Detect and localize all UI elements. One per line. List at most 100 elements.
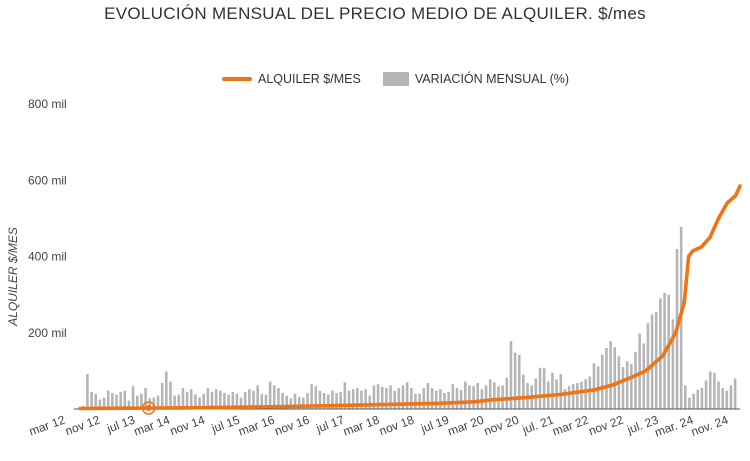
x-tick-label: mar 20: [446, 413, 486, 439]
bar-variacion: [256, 385, 259, 409]
bar-variacion: [605, 348, 608, 409]
bar-variacion: [173, 395, 176, 409]
line-alquiler: [78, 184, 742, 411]
bar-variacion: [277, 388, 280, 409]
bar-variacion: [638, 333, 641, 409]
bar-variacion: [376, 384, 380, 409]
bar-variacion: [360, 390, 363, 409]
bar-variacion: [684, 385, 687, 409]
bar-variacion: [115, 394, 118, 409]
bar-variacion: [189, 389, 193, 409]
bar-variacion: [696, 389, 700, 409]
x-tick-label: mar 14: [132, 413, 172, 439]
bar-variacion: [210, 391, 214, 409]
bar-variacion: [102, 397, 106, 409]
bar-variacion: [397, 388, 401, 409]
x-tick-label: nov 16: [273, 413, 312, 439]
bar-variacion: [90, 391, 93, 409]
bar-variacion: [443, 392, 446, 409]
bar-variacion: [372, 385, 376, 409]
bar-variacion: [94, 393, 98, 409]
bar-variacion: [322, 392, 326, 409]
y-axis-title: ALQUILER $/MES: [6, 227, 20, 327]
bar-variacion: [140, 393, 143, 409]
bar-variacion: [721, 388, 724, 409]
bar-variacion: [580, 381, 583, 409]
bar-variacion: [455, 388, 459, 409]
bar-variacion: [484, 385, 488, 409]
highlight-marker-dot: [145, 405, 152, 412]
bar-variacion: [98, 399, 102, 409]
bar-variacion: [659, 298, 662, 409]
legend-bar-swatch: [382, 72, 409, 86]
bar-variacion: [111, 392, 114, 409]
x-tick-label: nov 12: [63, 413, 102, 439]
bar-variacion: [692, 393, 695, 409]
bar-variacion: [505, 377, 509, 409]
bar-variacion: [306, 392, 309, 409]
bar-variacion: [389, 385, 392, 409]
bar-variacion: [198, 397, 201, 409]
bar-variacion: [418, 393, 421, 409]
bar-variacion: [231, 391, 235, 409]
bar-variacion: [127, 400, 131, 409]
bar-variacion: [264, 394, 268, 409]
bar-variacion: [725, 390, 729, 409]
bar-variacion: [704, 380, 708, 409]
bar-variacion: [160, 383, 164, 409]
bar-variacion: [439, 389, 442, 409]
bar-variacion: [650, 314, 654, 409]
bar-variacion: [285, 395, 289, 409]
bar-variacion: [493, 382, 496, 409]
bar-variacion: [700, 388, 704, 409]
bar-variacion: [268, 381, 272, 409]
bar-variacion: [459, 389, 463, 409]
bar-variacion: [123, 390, 127, 409]
legend-item-alquiler[interactable]: ALQUILER $/MES: [222, 72, 361, 86]
bar-variacion: [331, 390, 334, 409]
y-tick-label: 400 mil: [28, 250, 67, 264]
bar-variacion: [393, 390, 396, 409]
bar-variacion: [414, 393, 417, 409]
bar-variacion: [368, 395, 372, 409]
chart-title: EVOLUCIÓN MENSUAL DEL PRECIO MEDIO DE AL…: [104, 4, 646, 23]
legend-item-variacion[interactable]: VARIACIÓN MENSUAL (%): [382, 72, 569, 86]
bar-variacion: [609, 341, 612, 409]
bar-variacion: [584, 379, 587, 409]
x-tick-label: nov 22: [587, 413, 626, 439]
bar-variacion: [422, 388, 426, 409]
bar-variacion: [152, 397, 156, 409]
bar-variacion: [600, 354, 604, 409]
bar-variacion: [688, 397, 691, 409]
bar-variacion: [248, 389, 251, 409]
bar-variacion: [405, 382, 409, 409]
bar-variacion: [642, 343, 646, 409]
bar-variacion: [621, 367, 625, 409]
highlight-marker-ring: [141, 401, 156, 415]
bar-variacion: [181, 388, 185, 409]
bar-variacion: [119, 391, 122, 409]
bar-variacion: [156, 395, 160, 409]
bar-variacion: [144, 388, 147, 409]
x-tick-label: jul 15: [209, 413, 242, 436]
bar-variacion: [447, 391, 450, 409]
bar-variacion: [339, 391, 342, 409]
bar-variacion: [272, 385, 276, 409]
bar-variacion: [364, 389, 367, 409]
bar-variacion: [671, 319, 675, 409]
bar-variacion: [468, 385, 471, 409]
y-tick-label: 800 mil: [28, 97, 67, 111]
bar-variacion: [563, 389, 567, 409]
bar-variacion: [551, 372, 554, 409]
bar-variacion: [380, 386, 384, 409]
bar-variacion: [318, 390, 322, 409]
bar-variacion: [401, 385, 405, 409]
bar-variacion: [385, 388, 388, 409]
bar-variacion: [476, 383, 479, 409]
bar-variacion: [451, 384, 455, 409]
bar-variacion: [169, 381, 172, 409]
bar-variacion: [356, 388, 359, 409]
bar-variacion: [185, 391, 189, 409]
bar-variacion: [522, 374, 525, 409]
